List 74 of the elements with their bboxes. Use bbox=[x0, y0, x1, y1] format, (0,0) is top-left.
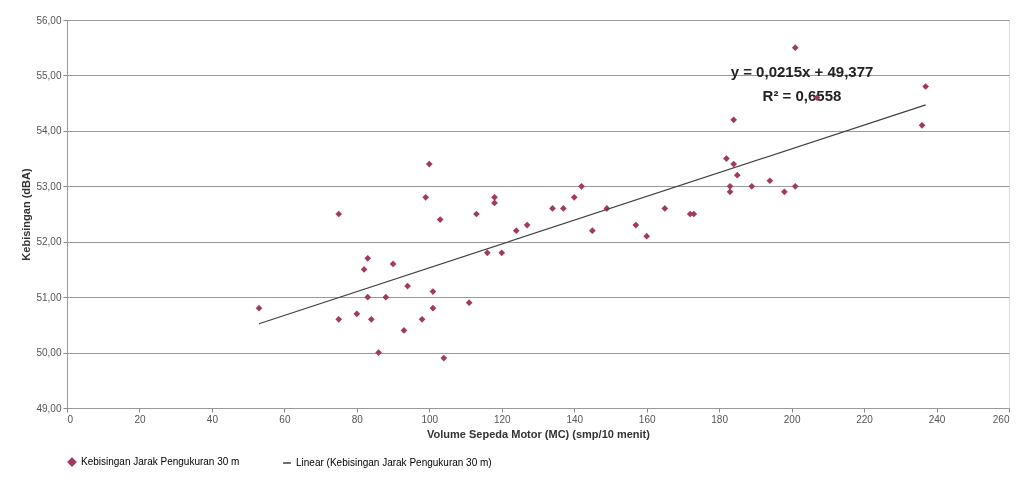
point bbox=[389, 260, 397, 268]
point bbox=[632, 221, 640, 229]
y-tick-label: 56,00 bbox=[36, 14, 62, 26]
point bbox=[730, 160, 737, 168]
y-tick-label: 54,00 bbox=[36, 125, 62, 137]
point bbox=[726, 182, 734, 190]
point bbox=[791, 182, 799, 190]
y-tick-label: 50,00 bbox=[36, 347, 62, 359]
point bbox=[498, 249, 506, 257]
point bbox=[570, 194, 578, 201]
point bbox=[781, 188, 788, 196]
point bbox=[335, 315, 343, 323]
x-tick-label: 100 bbox=[421, 413, 439, 425]
x-tick-label: 220 bbox=[856, 413, 874, 425]
y-tick-label: 52,00 bbox=[36, 236, 62, 248]
x-tick-label: 0 bbox=[67, 413, 74, 425]
point bbox=[512, 227, 520, 234]
point bbox=[335, 210, 343, 218]
point bbox=[375, 349, 382, 356]
x-tick-label: 20 bbox=[134, 413, 146, 425]
x-tick-label: 160 bbox=[638, 413, 656, 425]
point bbox=[429, 288, 437, 295]
y-tick-label: 49,00 bbox=[36, 402, 62, 414]
point bbox=[643, 232, 651, 240]
point bbox=[367, 315, 375, 323]
x-tick-label: 60 bbox=[279, 413, 291, 425]
x-tick-label: 40 bbox=[206, 413, 219, 425]
point bbox=[791, 44, 799, 52]
point bbox=[588, 227, 596, 234]
point bbox=[418, 315, 426, 323]
y-tick-label: 55,00 bbox=[36, 69, 62, 81]
point bbox=[422, 194, 430, 201]
point bbox=[400, 327, 408, 334]
point bbox=[578, 182, 585, 190]
point bbox=[255, 304, 263, 312]
point bbox=[360, 266, 368, 273]
legend-label: Linear (Kebisingan Jarak Pengukuran 30 m) bbox=[296, 457, 492, 468]
point bbox=[364, 254, 372, 262]
point bbox=[425, 160, 433, 168]
point bbox=[748, 182, 756, 190]
point bbox=[440, 354, 448, 362]
point bbox=[723, 155, 730, 162]
x-tick-label: 240 bbox=[928, 413, 946, 425]
point bbox=[766, 177, 774, 185]
x-tick-label: 200 bbox=[783, 413, 801, 425]
x-tick-label: 180 bbox=[711, 413, 729, 425]
x-tick-label: 120 bbox=[493, 413, 512, 425]
x-tick-label: 260 bbox=[992, 413, 1010, 425]
point bbox=[523, 221, 531, 229]
point bbox=[922, 83, 930, 90]
point bbox=[733, 171, 741, 179]
y-tick-label: 53,00 bbox=[36, 180, 62, 192]
point bbox=[549, 205, 556, 212]
legend-label: Kebisingan Jarak Pengukuran 30 m bbox=[81, 456, 240, 468]
point bbox=[661, 205, 669, 212]
point bbox=[465, 299, 473, 307]
point bbox=[918, 121, 926, 129]
x-tick-label: 140 bbox=[566, 413, 584, 425]
point bbox=[730, 116, 737, 124]
point bbox=[491, 194, 498, 201]
point bbox=[726, 188, 734, 196]
annotation: y = 0,0215x + 49,377 bbox=[730, 63, 874, 80]
point bbox=[353, 310, 361, 318]
y-tick-label: 51,00 bbox=[36, 291, 62, 303]
point bbox=[364, 293, 372, 301]
point bbox=[436, 216, 444, 223]
point bbox=[429, 304, 437, 312]
point bbox=[483, 249, 491, 257]
x-tick-label: 80 bbox=[351, 413, 364, 425]
point bbox=[560, 205, 567, 212]
annotation: R² = 0,6558 bbox=[762, 87, 842, 104]
x-axis-title: Volume Sepeda Motor (MC) (smp/10 menit) bbox=[427, 427, 651, 440]
point bbox=[382, 293, 390, 301]
y-axis-title: Kebisingan (dBA) bbox=[20, 168, 33, 261]
